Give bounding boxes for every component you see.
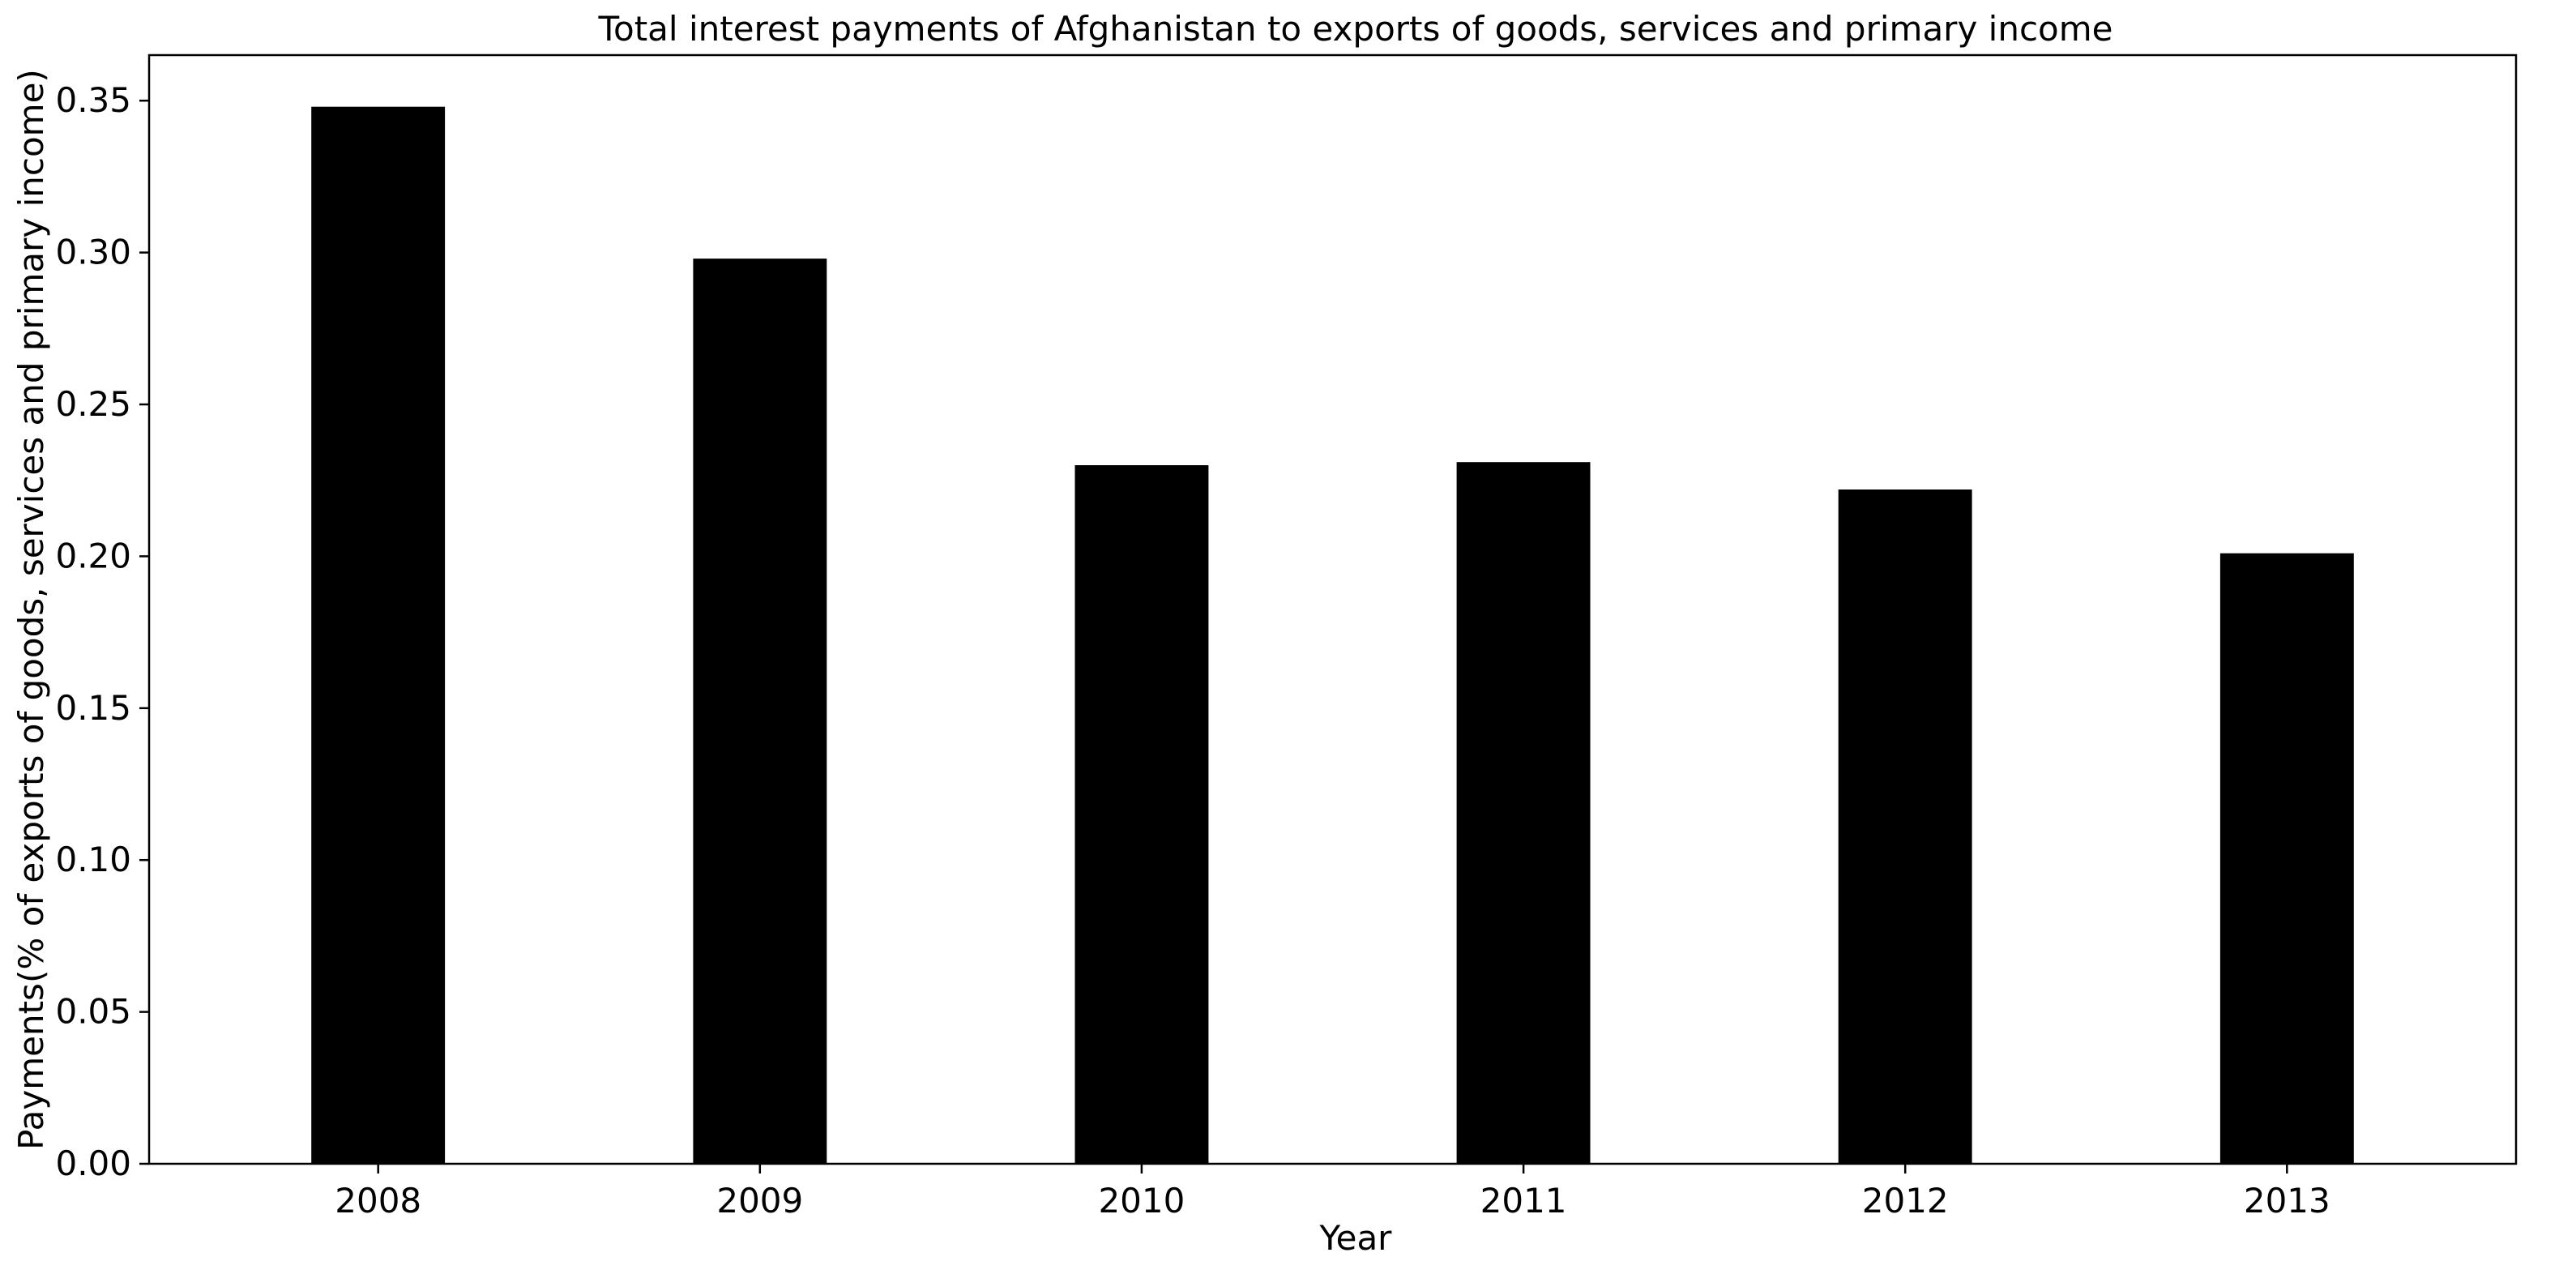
x-axis-label: Year	[1319, 1218, 1393, 1258]
bar-2008	[311, 106, 446, 1165]
x-tick-label: 2009	[716, 1181, 803, 1221]
x-axis-ticks: 2008 2009 2010 2011 2012 2013	[335, 1164, 2330, 1221]
y-tick-label: 0.00	[55, 1144, 131, 1183]
y-tick-label: 0.30	[55, 233, 131, 272]
bar-2012	[1838, 490, 1972, 1164]
x-tick-label: 2013	[2244, 1181, 2330, 1221]
bar-2013	[2219, 553, 2354, 1164]
bar-2011	[1456, 462, 1591, 1164]
chart-title: Total interest payments of Afghanistan t…	[598, 9, 2113, 49]
plot-frame	[147, 53, 2518, 1165]
y-tick-label: 0.20	[55, 536, 131, 575]
bar-2009	[693, 259, 827, 1165]
y-axis-label: Payments(% of exports of goods, services…	[11, 69, 51, 1150]
x-tick-label: 2008	[335, 1181, 421, 1221]
y-tick-label: 0.25	[55, 384, 131, 424]
x-tick-label: 2011	[1480, 1181, 1567, 1221]
bars	[311, 106, 2354, 1165]
y-tick-label: 0.35	[55, 80, 131, 120]
y-tick-label: 0.05	[55, 992, 131, 1032]
y-tick-label: 0.15	[55, 688, 131, 728]
y-axis-ticks: 0.00 0.05 0.10 0.15 0.20 0.25 0.30 0.35	[55, 80, 149, 1183]
x-tick-label: 2010	[1098, 1181, 1185, 1221]
bar-2010	[1074, 465, 1209, 1164]
y-tick-label: 0.10	[55, 840, 131, 879]
x-tick-label: 2012	[1862, 1181, 1949, 1221]
